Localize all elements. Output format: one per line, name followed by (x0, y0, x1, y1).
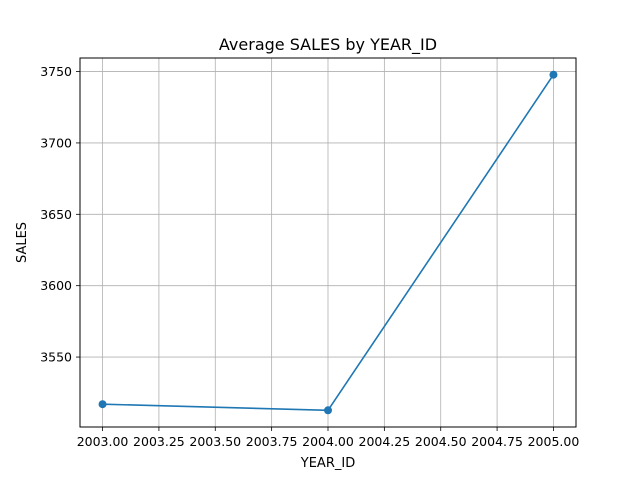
y-tick-label: 3700 (40, 135, 72, 150)
x-tick-label: 2004.75 (471, 434, 523, 449)
x-tick-label: 2005.00 (528, 434, 580, 449)
data-point-marker (98, 400, 107, 409)
axis-ticks: 2003.00 2003.25 2003.50 2003.75 2004.00 2004.… (40, 64, 579, 449)
x-tick-label: 2003.75 (246, 434, 298, 449)
y-tick-label: 3650 (40, 207, 72, 222)
chart-title: Average SALES by YEAR_ID (219, 35, 437, 55)
x-tick-label: 2004.25 (359, 434, 411, 449)
x-tick-label: 2004.00 (302, 434, 354, 449)
data-point-marker (324, 406, 332, 415)
series-layer (98, 70, 558, 415)
y-axis-label: SALES (15, 222, 30, 263)
x-tick-label: 2003.50 (189, 434, 241, 449)
data-point-marker (549, 70, 558, 79)
y-tick-label: 3750 (40, 64, 72, 79)
x-axis-label: YEAR_ID (300, 456, 355, 471)
grid-lines (80, 58, 576, 427)
x-tick-label: 2004.50 (415, 434, 467, 449)
x-tick-label: 2003.25 (133, 434, 185, 449)
y-tick-label: 3600 (40, 278, 72, 293)
x-tick-label: 2003.00 (77, 434, 129, 449)
y-tick-label: 3550 (40, 350, 72, 365)
